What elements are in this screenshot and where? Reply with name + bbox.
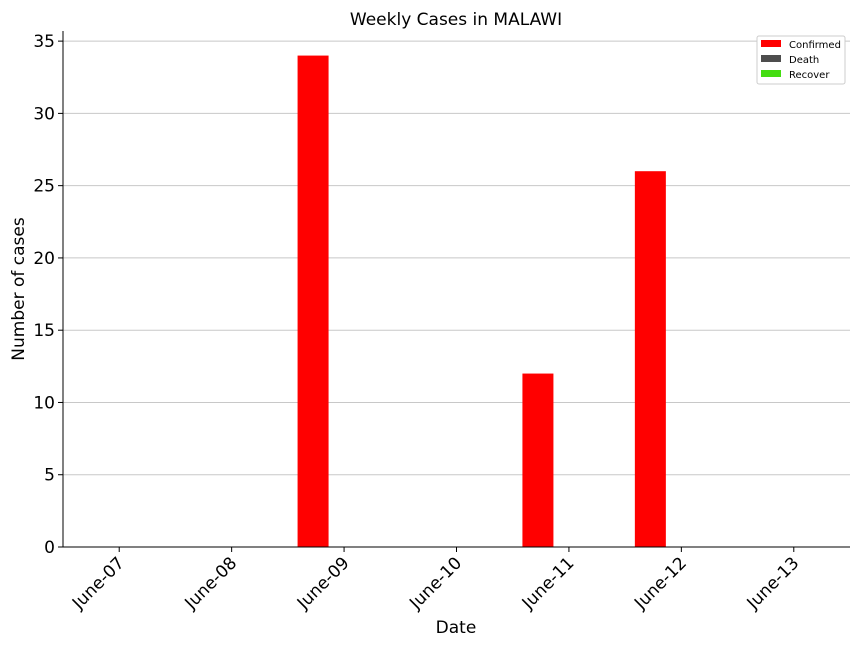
legend-swatch-recover [761,70,781,77]
axes [62,31,850,548]
x-axis-label: Date [436,618,477,638]
y-tick-label: 5 [44,466,55,486]
x-tick-label: June-09 [293,553,354,614]
bars [297,55,666,548]
y-tick-label: 0 [44,538,55,558]
y-tick-label: 30 [33,104,55,124]
bar-confirmed-june-12 [634,171,666,548]
x-tick-label: June-10 [405,553,466,614]
legend-swatch-death [761,55,781,62]
bar-confirmed-june-11 [522,373,554,547]
x-tick-label: June-12 [630,553,691,614]
x-tick-label: June-11 [518,553,579,614]
legend-swatch-confirmed [761,40,781,47]
x-tick-label: June-07 [68,553,129,614]
y-tick-label: 20 [33,249,55,269]
bar-confirmed-june-09 [297,55,329,547]
chart-title: Weekly Cases in MALAWI [350,10,562,30]
y-ticks: 0 5 10 15 20 25 30 35 [33,32,63,558]
x-ticks: June-07 June-08 June-09 June-10 June-11 June-… [68,547,803,614]
legend-label-recover: Recover [789,70,830,81]
y-tick-label: 35 [33,32,55,52]
legend: Confirmed Death Recover [756,35,846,85]
y-axis-label: Number of cases [9,217,29,361]
y-tick-label: 25 [33,177,55,197]
grid-lines [63,40,850,548]
x-tick-label: June-13 [743,553,804,614]
y-tick-label: 15 [33,321,55,341]
legend-label-death: Death [789,55,819,66]
y-tick-label: 10 [33,393,55,413]
legend-label-confirmed: Confirmed [789,40,841,51]
x-tick-label: June-08 [181,553,242,614]
